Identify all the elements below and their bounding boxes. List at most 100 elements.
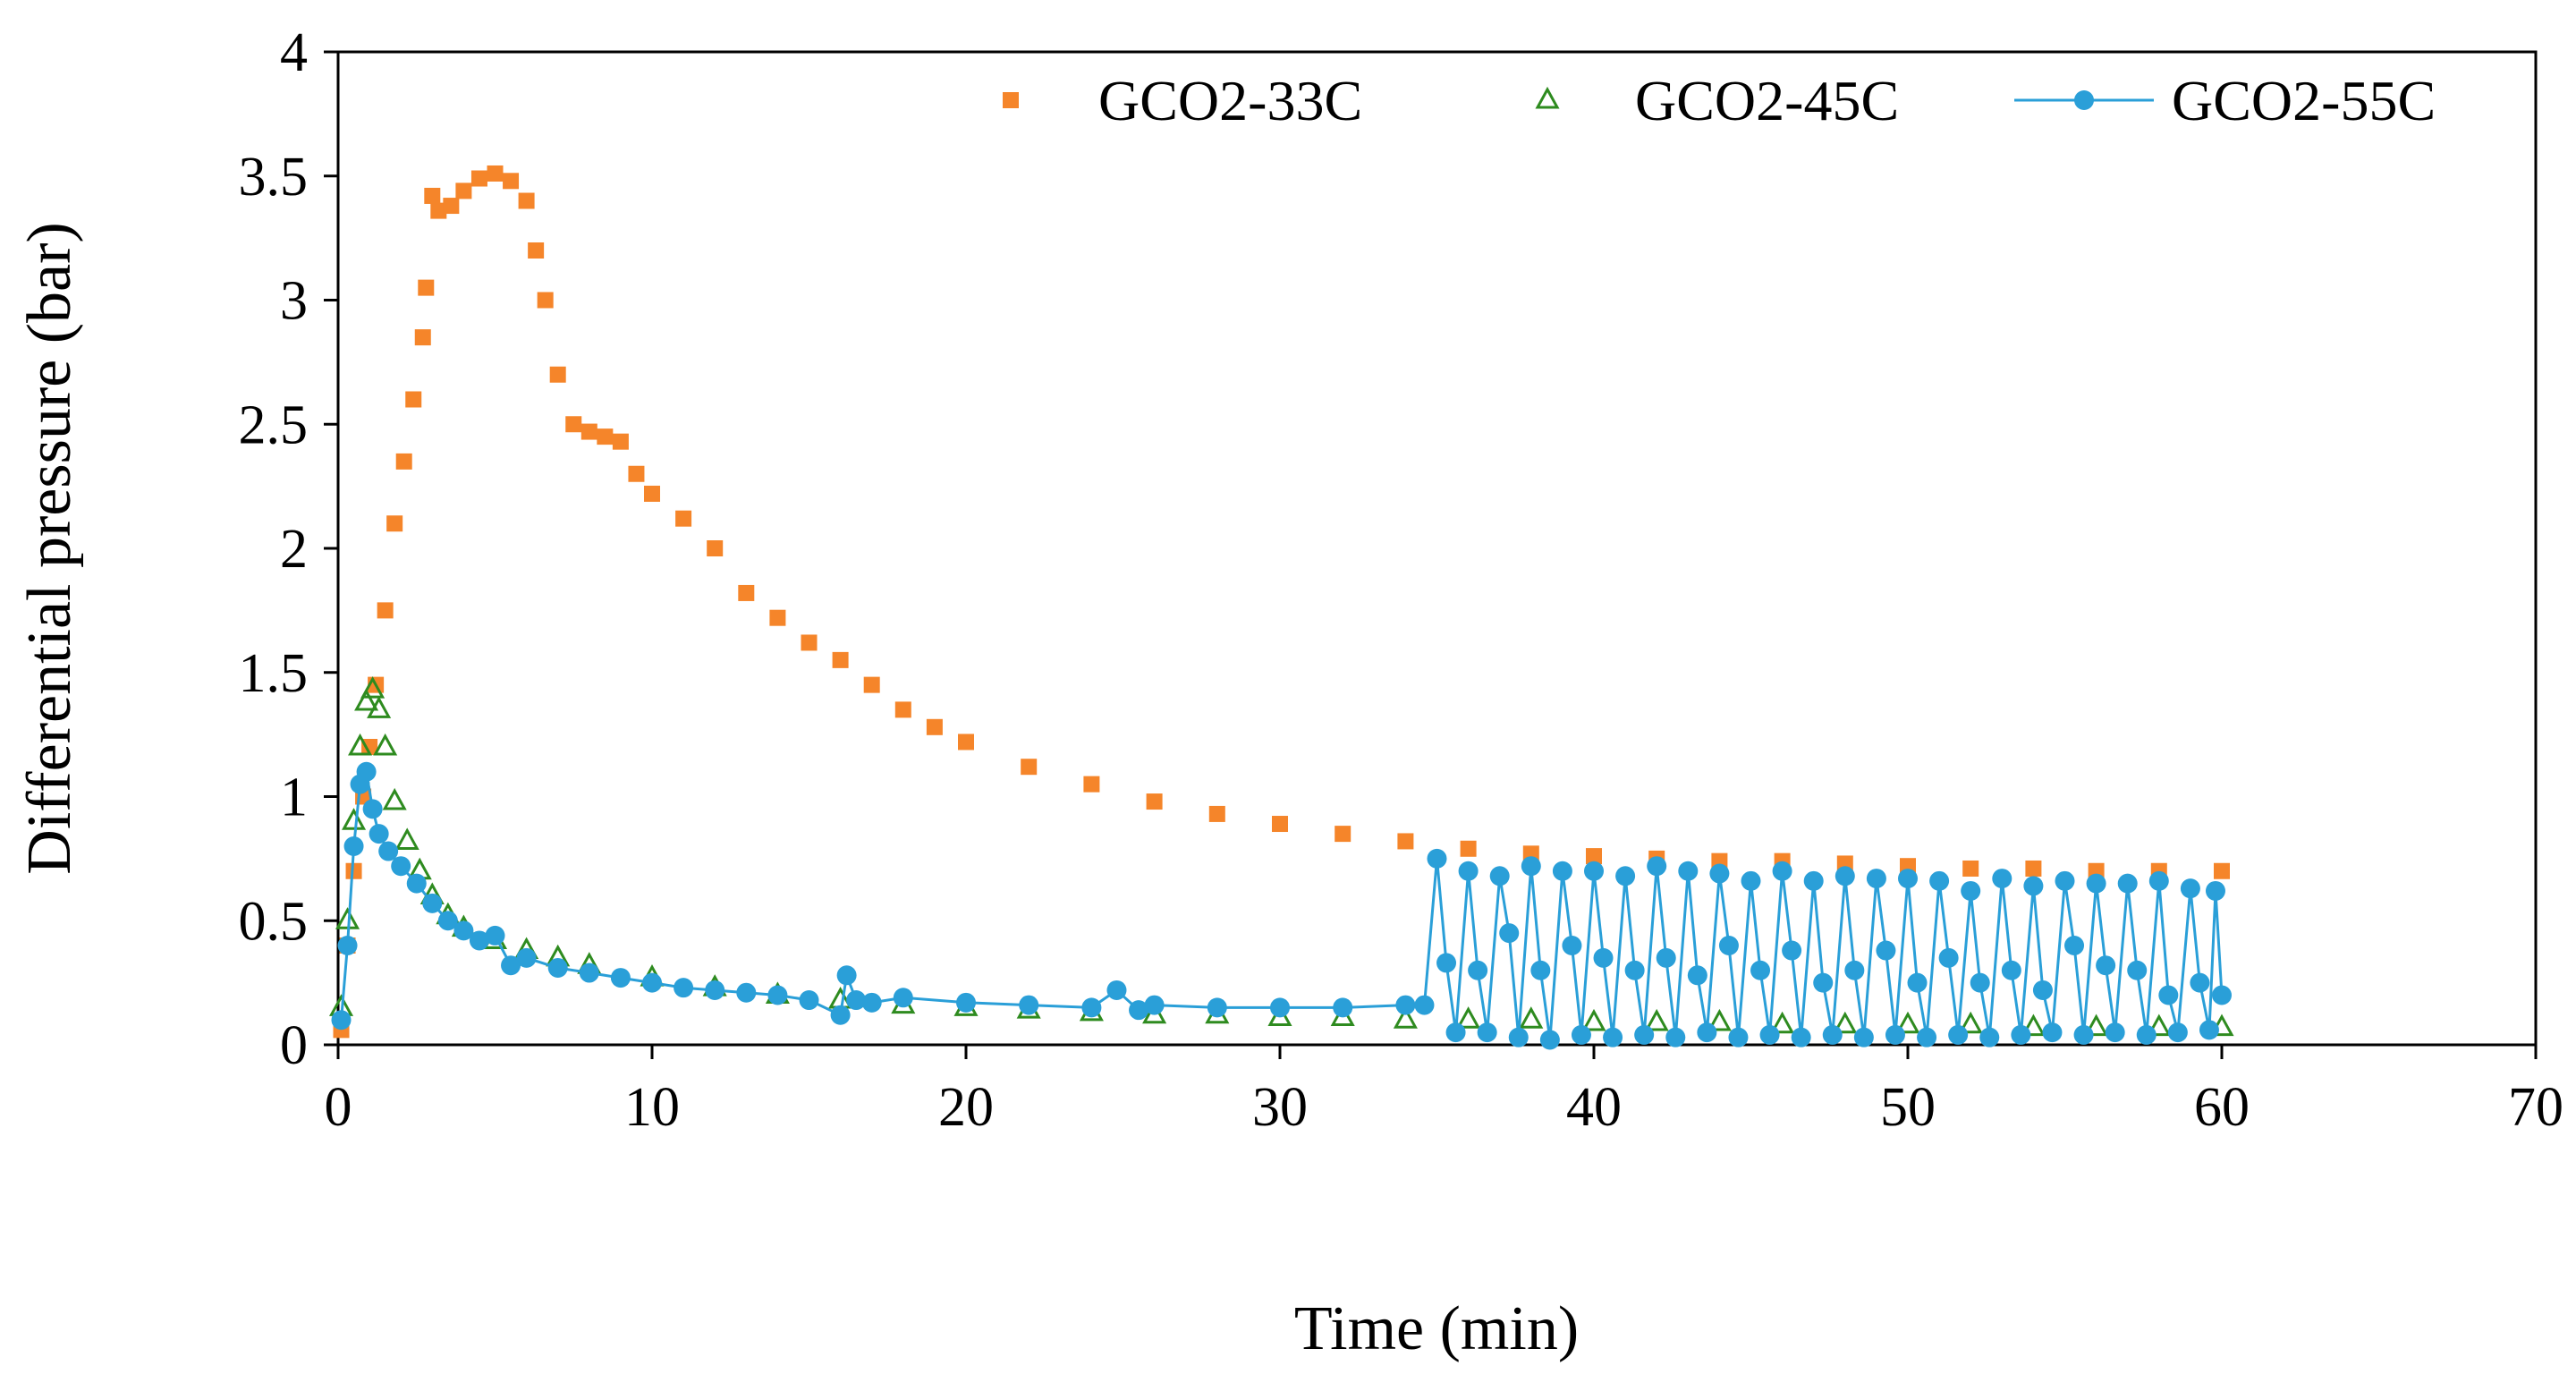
data-point — [612, 433, 629, 450]
legend-label: GCO2-33C — [1098, 69, 1362, 132]
data-point — [378, 841, 399, 861]
data-point — [1958, 1011, 1983, 1034]
y-tick-label: 1 — [280, 768, 308, 828]
data-point — [391, 856, 411, 877]
data-point — [1876, 940, 1896, 961]
data-point — [1586, 848, 1602, 865]
data-point — [1707, 1008, 1732, 1031]
x-tick-label: 60 — [2194, 1077, 2250, 1138]
data-point — [356, 761, 377, 782]
legend-marker — [1535, 86, 1560, 109]
data-point — [767, 985, 788, 1005]
axis-ticks: 0 10 20 30 40 50 60 70 0 0.5 1 1.5 2 2.5 3 3.5 4 — [239, 22, 2564, 1138]
series-layer — [328, 165, 2234, 1050]
data-point — [2021, 1014, 2046, 1037]
data-point — [1129, 1000, 1149, 1021]
legend-item: GCO2-55C — [2014, 69, 2436, 132]
data-point — [1106, 980, 1127, 1000]
data-point — [2025, 860, 2042, 877]
data-point — [1272, 816, 1288, 833]
data-point — [361, 739, 378, 755]
legend-label: GCO2-45C — [1635, 69, 1899, 132]
data-point — [861, 992, 882, 1013]
data-point — [1397, 833, 1414, 850]
data-point — [2042, 1022, 2063, 1043]
data-point — [549, 366, 566, 383]
data-point — [863, 676, 880, 693]
data-point — [565, 416, 582, 433]
legend-item: GCO2-33C — [1003, 69, 1362, 132]
x-tick-label: 10 — [624, 1077, 680, 1138]
data-point — [1770, 1011, 1795, 1034]
data-point — [1992, 869, 2012, 889]
data-point — [1772, 861, 1792, 881]
data-point — [597, 428, 614, 445]
data-point — [418, 279, 435, 296]
data-point — [1822, 1024, 1843, 1045]
data-point — [610, 968, 631, 988]
data-point — [2001, 960, 2021, 980]
data-point — [1146, 793, 1163, 810]
y-tick-label: 0 — [280, 1015, 308, 1076]
data-point — [830, 1005, 851, 1025]
data-point — [537, 292, 554, 309]
data-point — [1813, 972, 1834, 993]
data-point — [1489, 866, 1510, 886]
data-point — [1445, 1022, 1466, 1043]
data-point — [1979, 1027, 2000, 1047]
data-point — [1759, 1024, 1780, 1045]
data-point — [343, 836, 364, 856]
x-tick-label: 40 — [1566, 1077, 1622, 1138]
y-tick-label: 2.5 — [239, 394, 309, 455]
legend-marker — [2074, 90, 2094, 110]
data-point — [1395, 995, 1416, 1015]
data-point — [373, 733, 398, 756]
data-point — [642, 972, 662, 993]
data-point — [769, 609, 786, 626]
data-point — [1718, 936, 1739, 955]
data-point — [628, 465, 645, 482]
data-point — [580, 423, 597, 440]
data-point — [958, 734, 974, 751]
data-point — [437, 911, 458, 931]
data-point — [1624, 960, 1645, 980]
data-point — [1929, 870, 1950, 891]
data-point — [1458, 861, 1479, 881]
data-point — [414, 329, 431, 346]
y-tick-label: 4 — [280, 22, 308, 83]
data-point — [2086, 873, 2106, 894]
data-point — [1414, 995, 1435, 1015]
legend-item: GCO2-45C — [1535, 69, 1899, 132]
data-point — [348, 733, 373, 756]
data-point — [345, 862, 362, 879]
data-point — [579, 963, 599, 983]
data-point — [1835, 866, 1855, 886]
data-point — [2214, 862, 2230, 879]
data-point — [1581, 1008, 1606, 1031]
data-point — [1885, 1024, 1905, 1045]
data-point — [707, 540, 724, 556]
data-point — [1335, 826, 1352, 843]
data-point — [1499, 923, 1520, 944]
data-point — [354, 688, 379, 711]
data-point — [2167, 1022, 2188, 1043]
data-point — [1468, 960, 1488, 980]
data-point — [1656, 947, 1676, 968]
x-axis-title: Time (min) — [1294, 1294, 1579, 1363]
data-point — [1593, 947, 1614, 968]
data-point — [1791, 1027, 1811, 1047]
data-point — [395, 453, 412, 470]
data-point — [1584, 861, 1604, 881]
data-point — [406, 873, 427, 894]
legend-label: GCO2-55C — [2172, 69, 2436, 132]
data-point — [405, 391, 422, 408]
data-point — [2055, 870, 2075, 891]
data-point — [518, 192, 535, 209]
data-point — [1644, 1008, 1669, 1031]
data-point — [547, 957, 568, 978]
data-point — [644, 485, 660, 502]
data-point — [2136, 1024, 2157, 1045]
data-point — [705, 980, 725, 1000]
data-point — [1539, 1030, 1560, 1050]
data-point — [470, 170, 487, 187]
